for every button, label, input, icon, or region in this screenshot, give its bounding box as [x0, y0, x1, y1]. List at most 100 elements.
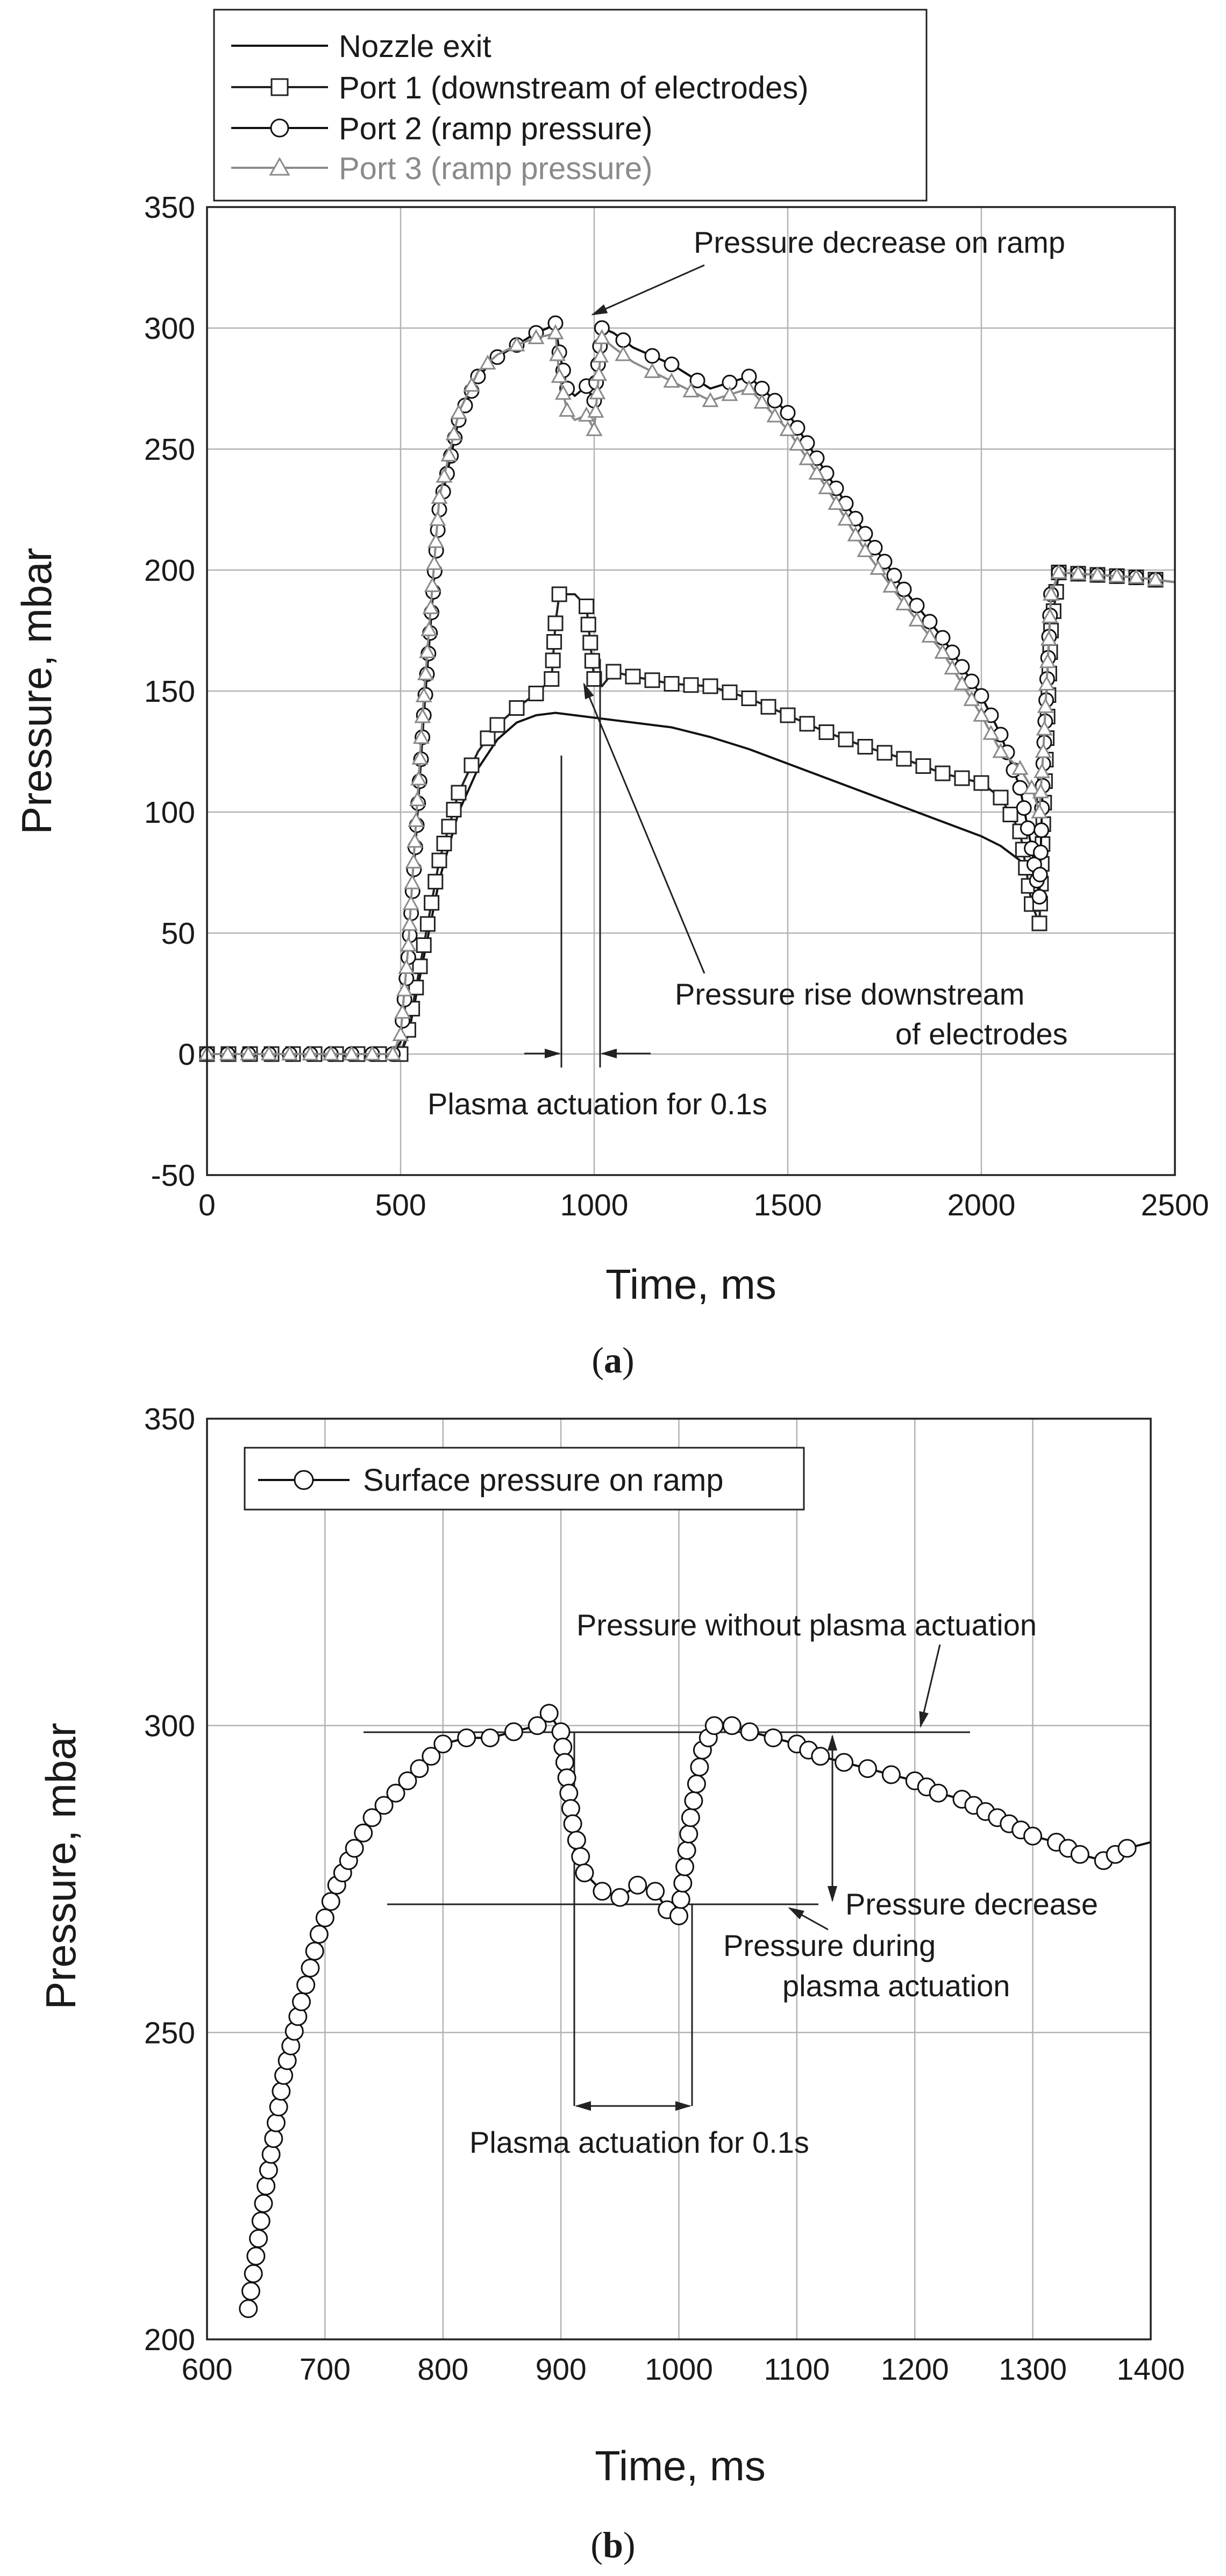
data-point-circle: [1016, 800, 1032, 816]
data-point-circle: [315, 1908, 334, 1927]
data-point-square: [915, 758, 931, 774]
chart-a-legend-box: [213, 9, 928, 202]
data-point-circle: [1023, 1826, 1043, 1846]
data-point-circle: [909, 597, 925, 614]
data-point-circle: [559, 1783, 579, 1803]
chart-b-caption: (b): [590, 2524, 635, 2565]
data-point-triangle: [420, 621, 438, 636]
data-point-triangle: [414, 708, 431, 723]
data-point-circle: [644, 348, 660, 364]
data-point-circle: [935, 630, 951, 646]
chart-a-y-tick-label: 150: [144, 674, 195, 709]
data-point-square: [818, 724, 835, 740]
legend-item-port-3: Port 3 (ramp pressure): [231, 151, 652, 186]
chart-b-gridlines: [207, 1419, 1151, 2339]
data-point-triangle: [753, 393, 771, 409]
data-point-triangle: [412, 729, 430, 744]
data-point-triangle: [1050, 564, 1067, 579]
data-point-circle: [1070, 1845, 1089, 1864]
chart-b-x-ticks: 600 700 800 900 1000 1100 1200 1300 1400: [181, 2352, 1185, 2387]
data-point-circle: [671, 1890, 690, 1909]
data-point-triangle: [944, 659, 961, 675]
annotation-plasma-actuation-a: Plasma actuation for 0.1s: [427, 1087, 767, 1121]
data-point-circle: [504, 1722, 523, 1741]
chart-a-legend: Nozzle exit Port 1 (downstream of electr…: [213, 9, 928, 202]
data-point-circle: [610, 1888, 630, 1907]
data-point-triangle: [409, 791, 426, 806]
arrow-without-plasma: [919, 1644, 941, 1728]
data-point-square: [441, 819, 457, 835]
chart-a-x-tick-label: 1500: [754, 1188, 822, 1222]
data-point-circle: [881, 1765, 901, 1784]
data-point-circle: [664, 357, 680, 372]
data-point-circle: [571, 1847, 590, 1866]
data-point-triangle: [400, 936, 417, 952]
data-point-triangle: [615, 346, 632, 361]
data-point-square: [419, 916, 436, 932]
data-point-circle: [267, 2113, 286, 2132]
data-point-triangle: [921, 627, 938, 643]
data-point-triangle: [789, 435, 806, 451]
legend-item-nozzle-exit: Nozzle exit: [231, 29, 491, 64]
arrow-pressure-rise: [583, 682, 705, 974]
series-markers-port-3-ramp-pressure: [198, 324, 1164, 1061]
chart-a-caption: (a): [591, 1340, 634, 1380]
data-point-triangle: [1043, 585, 1060, 601]
data-point-triangle: [837, 510, 854, 526]
chart-a-gridlines: [207, 207, 1175, 1175]
data-point-circle: [398, 1771, 417, 1790]
legend-label-port-2: Port 2 (ramp pressure): [339, 111, 652, 146]
data-point-circle: [669, 1906, 688, 1925]
data-point-circle: [677, 1841, 696, 1860]
data-point-triangle: [406, 832, 423, 848]
legend-circle-marker-icon: [294, 1470, 314, 1490]
data-point-triangle: [425, 554, 443, 570]
chart-a-y-tick-label: 50: [161, 916, 195, 951]
data-point-square: [451, 785, 467, 801]
chart-a-y-ticks: -50 0 50 100 150 200 250 300 350: [144, 190, 195, 1193]
data-point-square: [683, 677, 699, 693]
data-point-circle: [1117, 1839, 1137, 1858]
data-point-square: [993, 789, 1009, 806]
data-point-circle: [269, 2097, 288, 2117]
data-point-square: [584, 653, 600, 669]
annotation-pressure-decrease-on-ramp: Pressure decrease on ramp: [694, 225, 1065, 259]
data-point-triangle: [427, 532, 445, 548]
data-point-triangle: [1039, 653, 1056, 668]
annotation-pressure-rise-line2: of electrodes: [895, 1017, 1068, 1051]
data-point-circle: [264, 2129, 283, 2148]
data-point-triangle: [240, 1045, 257, 1061]
data-point-triangle: [405, 853, 422, 869]
data-point-circle: [1032, 866, 1048, 883]
data-point-circle: [896, 581, 912, 597]
annotation-pressure-decrease: Pressure decrease: [845, 1887, 1098, 1921]
data-point-triangle: [302, 1045, 319, 1061]
data-point-circle: [567, 1831, 586, 1850]
data-point-square: [1002, 807, 1018, 822]
data-point-circle: [780, 405, 796, 421]
series-line-nozzle-exit: [207, 711, 1029, 1055]
data-point-triangle: [445, 425, 462, 440]
data-point-square: [579, 599, 595, 614]
legend-item-port-1: Port 1 (downstream of electrodes): [231, 70, 809, 105]
data-point-triangle: [934, 643, 951, 659]
data-point-triangle: [586, 421, 603, 436]
chart-a-y-tick-label: 350: [144, 190, 195, 225]
arrow-pressure-decrease: [591, 264, 705, 316]
data-point-square: [954, 770, 970, 786]
annotation-during-line1: Pressure during: [723, 1929, 936, 1962]
chart-b-y-tick-label: 300: [144, 1709, 195, 1744]
chart-a-x-tick-label: 2000: [947, 1188, 1016, 1222]
legend-label-nozzle-exit: Nozzle exit: [339, 29, 491, 64]
data-point-circle: [239, 2299, 258, 2318]
data-point-circle: [1033, 822, 1050, 838]
data-point-triangle: [1089, 566, 1106, 581]
chart-a-x-tick-label: 500: [375, 1188, 426, 1222]
data-point-triangle: [281, 1045, 298, 1061]
data-point-circle: [251, 2211, 270, 2231]
legend-item-port-2: Port 2 (ramp pressure): [231, 111, 652, 146]
data-point-circle: [244, 2264, 263, 2283]
data-point-triangle: [953, 675, 971, 691]
data-point-triangle: [857, 542, 874, 557]
data-point-triangle: [808, 464, 825, 480]
